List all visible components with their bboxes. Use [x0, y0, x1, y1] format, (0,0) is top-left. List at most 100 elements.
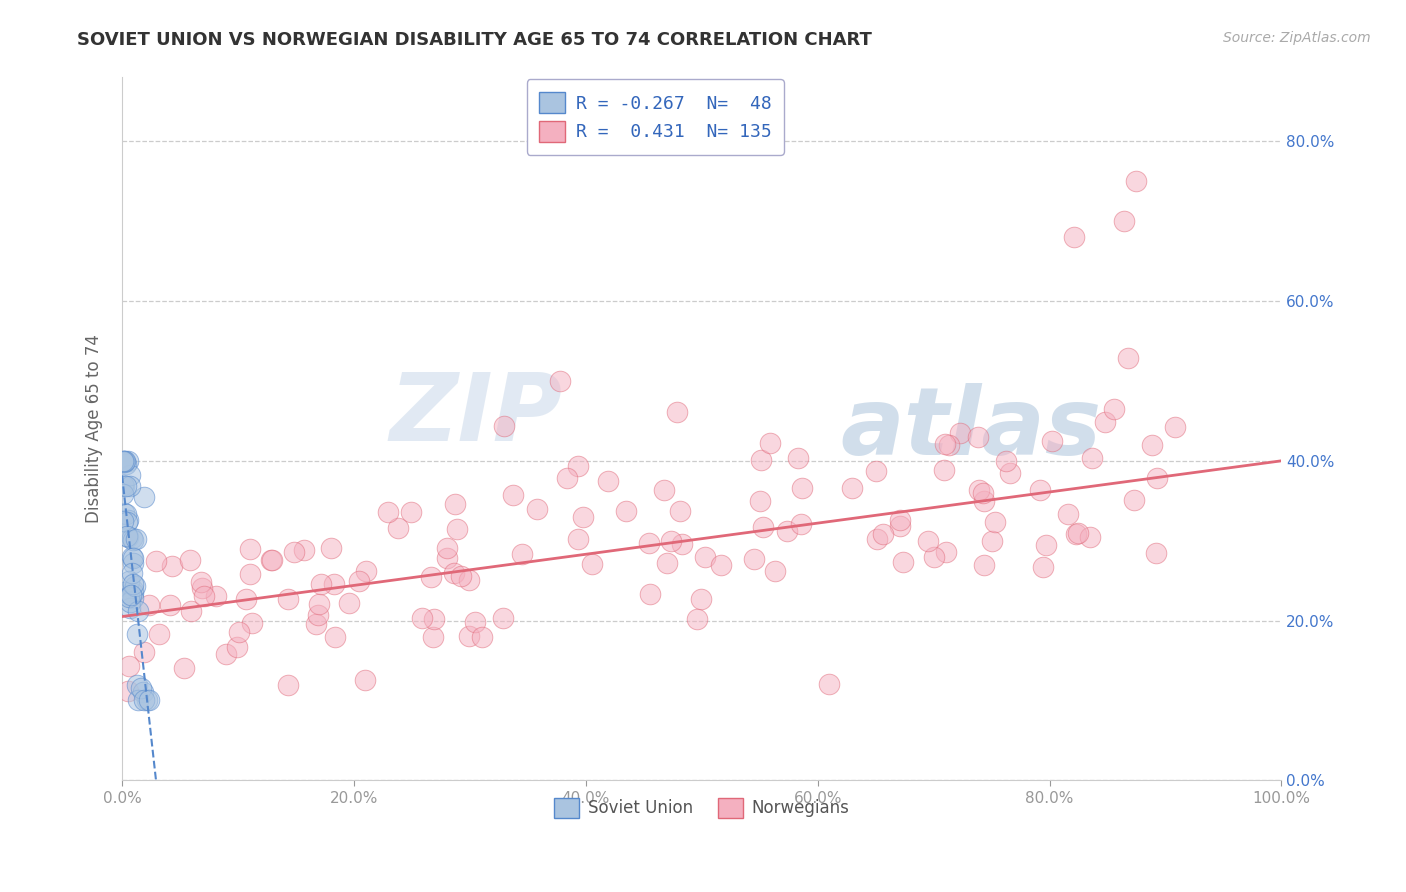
Legend: Soviet Union, Norwegians: Soviet Union, Norwegians	[548, 791, 856, 825]
Point	[973, 494, 995, 508]
Point	[790, 517, 813, 532]
Point	[567, 533, 589, 547]
Point	[122, 551, 145, 566]
Point	[305, 616, 328, 631]
Point	[972, 486, 994, 500]
Point	[654, 483, 676, 498]
Point	[239, 567, 262, 582]
Point	[228, 625, 250, 640]
Point	[967, 483, 990, 498]
Point	[1163, 419, 1185, 434]
Point	[763, 564, 786, 578]
Point	[112, 454, 135, 468]
Point	[117, 530, 139, 544]
Point	[111, 515, 134, 529]
Point	[115, 457, 138, 471]
Point	[122, 577, 145, 591]
Point	[118, 574, 141, 589]
Point	[159, 598, 181, 612]
Point	[443, 497, 465, 511]
Point	[240, 615, 263, 630]
Point	[292, 543, 315, 558]
Point	[790, 482, 813, 496]
Point	[581, 558, 603, 572]
Point	[637, 536, 659, 550]
Point	[1094, 415, 1116, 429]
Point	[131, 681, 153, 696]
Point	[443, 566, 465, 580]
Point	[121, 586, 143, 600]
Point	[112, 487, 135, 501]
Point	[420, 570, 443, 584]
Point	[132, 645, 155, 659]
Point	[748, 493, 770, 508]
Text: Source: ZipAtlas.com: Source: ZipAtlas.com	[1223, 31, 1371, 45]
Point	[377, 505, 399, 519]
Point	[776, 524, 799, 538]
Point	[205, 589, 228, 603]
Point	[889, 513, 911, 527]
Point	[117, 513, 139, 527]
Y-axis label: Disability Age 65 to 74: Disability Age 65 to 74	[86, 334, 103, 524]
Point	[112, 506, 135, 520]
Point	[865, 464, 887, 478]
Point	[387, 521, 409, 535]
Point	[118, 590, 141, 604]
Point	[115, 479, 138, 493]
Point	[1057, 507, 1080, 521]
Point	[436, 551, 458, 566]
Point	[277, 677, 299, 691]
Point	[120, 601, 142, 615]
Point	[749, 452, 772, 467]
Point	[117, 516, 139, 530]
Point	[994, 453, 1017, 467]
Point	[401, 505, 423, 519]
Point	[118, 659, 141, 673]
Point	[117, 684, 139, 698]
Point	[695, 550, 717, 565]
Point	[571, 510, 593, 524]
Point	[1063, 230, 1085, 244]
Point	[127, 604, 149, 618]
Point	[494, 418, 516, 433]
Point	[260, 553, 283, 567]
Point	[665, 405, 688, 419]
Point	[121, 566, 143, 580]
Point	[668, 504, 690, 518]
Point	[422, 612, 444, 626]
Point	[934, 463, 956, 477]
Point	[121, 532, 143, 546]
Point	[786, 451, 808, 466]
Point	[309, 577, 332, 591]
Point	[121, 533, 143, 547]
Point	[120, 588, 142, 602]
Point	[121, 583, 143, 598]
Text: atlas: atlas	[841, 383, 1102, 475]
Point	[948, 425, 970, 440]
Point	[114, 584, 136, 599]
Point	[1123, 493, 1146, 508]
Point	[934, 437, 956, 451]
Point	[179, 553, 201, 567]
Point	[1116, 351, 1139, 365]
Point	[686, 612, 709, 626]
Point	[148, 627, 170, 641]
Point	[124, 579, 146, 593]
Point	[1029, 483, 1052, 497]
Point	[121, 550, 143, 565]
Point	[354, 564, 377, 578]
Point	[112, 478, 135, 492]
Point	[759, 435, 782, 450]
Point	[190, 581, 212, 595]
Point	[983, 515, 1005, 529]
Point	[283, 544, 305, 558]
Point	[117, 454, 139, 468]
Point	[671, 537, 693, 551]
Point	[118, 479, 141, 493]
Point	[446, 522, 468, 536]
Point	[973, 558, 995, 573]
Point	[980, 533, 1002, 548]
Point	[262, 553, 284, 567]
Point	[132, 685, 155, 699]
Point	[354, 673, 377, 687]
